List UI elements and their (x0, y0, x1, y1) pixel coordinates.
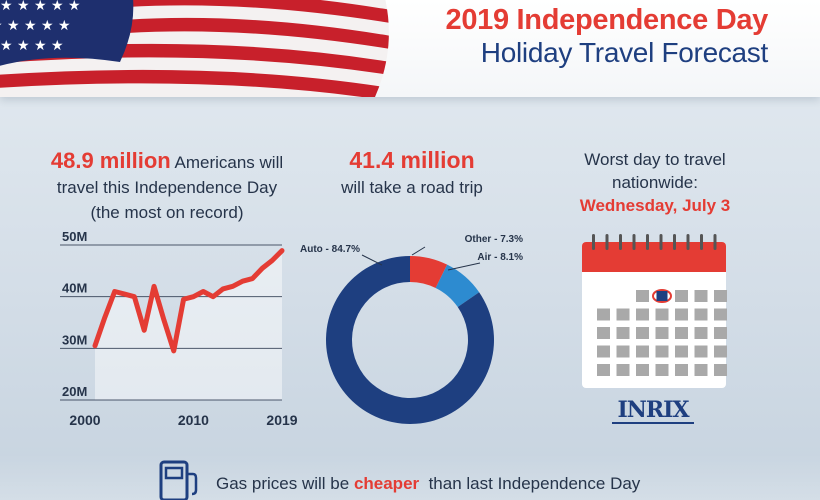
calendar-ring (632, 234, 636, 250)
svg-text:★ ★ ★ ★: ★ ★ ★ ★ (0, 38, 64, 54)
header-banner: ★ ★ ★ ★ ★ ★ ★ ★ ★ ★ ★ ★ ★ ★ 2019 Indepen… (0, 0, 820, 97)
gas-price-bar (0, 454, 820, 500)
worst-day-date: Wednesday, July 3 (579, 196, 731, 215)
worst-day-line2: nationwide: (611, 173, 698, 192)
calendar-day-cell (675, 364, 688, 376)
calendar-day-cell (597, 345, 610, 358)
calendar-day-cell (636, 308, 649, 321)
y-tick-label: 40M (62, 281, 87, 296)
calendar-day-cell (694, 364, 708, 376)
calendar-day-cell (636, 327, 649, 339)
calendar-ring (646, 234, 649, 250)
travelers-text-line3: (the most on record) (90, 203, 244, 222)
calendar-day-cell (655, 327, 669, 339)
road-trip-count: 41.4 million (349, 147, 475, 173)
calendar-day-cell (655, 308, 669, 321)
calendar-day-cell (714, 308, 727, 321)
calendar-ring (700, 234, 703, 250)
calendar-icon (582, 234, 727, 388)
travelers-stat: 48.9 million Americans will travel this … (36, 148, 298, 225)
calendar-day-cell (636, 364, 649, 376)
calendar-day-cell (636, 290, 649, 302)
x-tick-label: 2019 (266, 412, 297, 428)
calendar-day-cell (714, 290, 727, 302)
calendar-day-cell (694, 290, 708, 302)
gas-text-prefix: Gas prices will be (216, 474, 354, 493)
american-flag-image: ★ ★ ★ ★ ★ ★ ★ ★ ★ ★ ★ ★ ★ ★ (0, 0, 389, 97)
y-tick-label: 50M (62, 229, 87, 244)
calendar-day-cell (655, 364, 669, 376)
gas-text-emphasis: cheaper (353, 474, 420, 493)
svg-text:★ ★ ★ ★ ★: ★ ★ ★ ★ ★ (0, 18, 71, 34)
calendar-highlight-day (656, 291, 668, 301)
calendar-day-cell (675, 345, 688, 358)
donut-leader-line (411, 246, 426, 256)
calendar-day-cell (714, 345, 727, 358)
calendar-day-cell (636, 345, 649, 358)
travelers-series-line (92, 248, 285, 354)
calendar-ring (686, 234, 690, 250)
x-tick-label: 2010 (178, 412, 209, 428)
page-subtitle: Holiday Travel Forecast (480, 37, 769, 68)
calendar-day-cell (597, 308, 610, 321)
road-trip-stat: 41.4 million will take a road trip (312, 146, 512, 202)
inrix-logo-text: INRIX (612, 398, 694, 424)
donut-slice-auto (326, 256, 494, 424)
gas-text-suffix: than last Independence Day (419, 474, 641, 493)
calendar-day-cell (714, 364, 727, 376)
donut-label-other: Other - 7.3% (465, 234, 523, 245)
travelers-line-chart: 20M 30M 40M 50M 2000 2010 2019 (60, 229, 298, 428)
calendar-day-cell (694, 308, 708, 321)
calendar-day-cell (714, 327, 727, 339)
worst-day-line1: Worst day to travel (584, 150, 726, 169)
line-chart-area (95, 250, 282, 400)
calendar-days (597, 289, 727, 376)
gas-pump-icon (159, 460, 198, 500)
travelers-text-line2: travel this Independence Day (56, 178, 278, 197)
calendar-rings (592, 234, 717, 250)
calendar-day-cell (616, 327, 630, 339)
calendar-day-cell (675, 290, 688, 302)
svg-text:★ ★ ★ ★ ★: ★ ★ ★ ★ ★ (0, 0, 81, 14)
y-tick-label: 30M (62, 332, 87, 347)
donut-slice-air (435, 264, 480, 308)
calendar-ring (605, 234, 609, 250)
y-tick-label: 20M (62, 384, 87, 399)
travelers-text: Americans will (170, 153, 284, 172)
calendar-ring (592, 234, 595, 250)
calendar-day-cell (694, 345, 708, 358)
donut-slice-other (410, 256, 448, 288)
calendar-day-cell (597, 327, 610, 339)
donut-leader-line (447, 262, 481, 271)
worst-day-info: Worst day to travel nationwide: Wednesda… (545, 148, 765, 217)
inrix-logo: INRIX (612, 398, 694, 424)
calendar-day-cell (597, 364, 610, 376)
donut-label-air: Air - 8.1% (477, 252, 523, 263)
calendar-ring (619, 234, 622, 250)
travelers-count: 48.9 million (50, 148, 171, 173)
calendar-ring (713, 234, 717, 250)
travel-mode-donut-chart: Auto - 84.7% Other - 7.3% Air - 8.1% (300, 234, 523, 424)
calendar-day-cell (675, 308, 688, 321)
calendar-day-cell (616, 345, 630, 358)
calendar-day-cell (655, 345, 669, 358)
x-tick-label: 2000 (69, 412, 100, 428)
calendar-ring (673, 234, 676, 250)
calendar-highlight-circle (652, 289, 672, 303)
calendar-ring (659, 234, 663, 250)
donut-leader-line (361, 254, 383, 266)
road-trip-text: will take a road trip (341, 178, 483, 197)
gas-price-text: Gas prices will be cheaper than last Ind… (216, 474, 640, 494)
calendar-day-cell (616, 308, 630, 321)
page-title: 2019 Independence Day (445, 4, 768, 36)
calendar-day-cell (675, 327, 688, 339)
calendar-day-cell (694, 327, 708, 339)
donut-label-auto: Auto - 84.7% (300, 244, 360, 255)
calendar-day-cell (616, 364, 630, 376)
